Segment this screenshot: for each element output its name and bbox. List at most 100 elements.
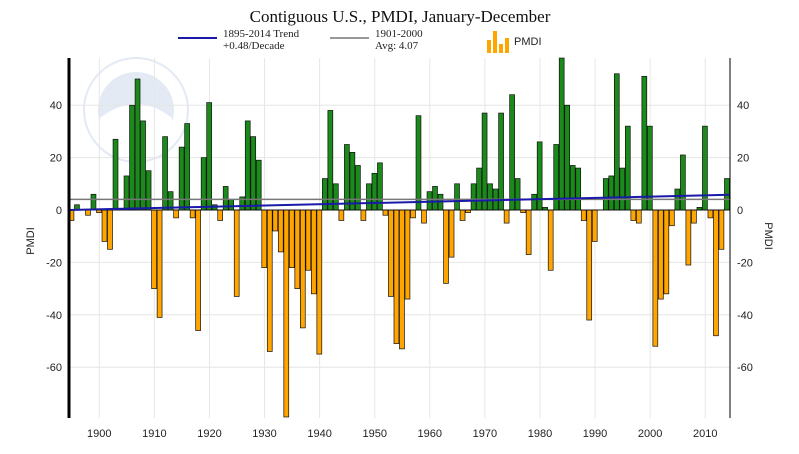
bar-1927 — [244, 120, 251, 211]
x-tick-label: 2000 — [638, 428, 662, 440]
bar-1989 — [586, 209, 593, 321]
bar-1998 — [636, 209, 642, 224]
y-tick-label-right: -60 — [737, 362, 753, 374]
bar-1945 — [344, 144, 350, 211]
bar-1995 — [619, 167, 626, 211]
bar-1934 — [283, 209, 290, 418]
bar-1982 — [547, 209, 554, 271]
bar-1905 — [123, 175, 130, 211]
bar-1974 — [503, 209, 510, 224]
bar-1932 — [272, 209, 279, 232]
bar-2001 — [652, 209, 659, 347]
bar-1908 — [140, 120, 146, 211]
y-tick-label-left: 40 — [50, 100, 62, 112]
bar-1964 — [448, 209, 455, 258]
bar-1975 — [509, 94, 515, 211]
x-tick-label: 1960 — [418, 428, 442, 440]
bar-1922 — [217, 209, 223, 221]
axes — [67, 58, 731, 418]
bar-1937 — [300, 209, 306, 329]
x-axis-ticks: 1900 1910 1920 1930 1940 1950 1960 1970 1980 1990… — [87, 428, 717, 440]
legend-bar-icon — [487, 31, 509, 53]
x-tick-label: 1910 — [142, 428, 166, 440]
bar-1933 — [277, 209, 284, 253]
bar-2006 — [680, 154, 686, 211]
y-tick-label-left: -40 — [46, 310, 62, 322]
bar-1971 — [487, 183, 493, 211]
bar-1990 — [591, 209, 598, 242]
x-tick-label: 1930 — [252, 428, 276, 440]
bar-1925 — [233, 209, 240, 297]
x-tick-label: 2010 — [693, 428, 717, 440]
bar-1979 — [531, 193, 537, 211]
bar-2002 — [658, 209, 664, 300]
bar-1988 — [580, 209, 587, 221]
bar-2010 — [702, 125, 708, 211]
bar-2013 — [718, 209, 725, 250]
x-tick-label: 1950 — [362, 428, 386, 440]
bar-1942 — [327, 110, 334, 211]
bar-1944 — [338, 209, 345, 221]
bar-1915 — [178, 146, 185, 211]
chart-title: Contiguous U.S., PMDI, January-December — [250, 7, 551, 26]
bar-1963 — [443, 209, 449, 284]
bar-1936 — [294, 209, 301, 289]
y-axis-right-ticks: -60 -40 -20 0 20 40 — [737, 100, 753, 374]
bar-1898 — [85, 209, 91, 216]
bar-1938 — [305, 209, 312, 271]
bar-1958 — [415, 115, 422, 211]
bar-2011 — [707, 209, 714, 219]
bar-1968 — [470, 183, 477, 211]
bar-1984 — [558, 57, 565, 211]
bar-1987 — [575, 167, 582, 211]
bar-1919 — [200, 157, 207, 211]
bar-1966 — [459, 209, 466, 221]
bar-1952 — [382, 209, 389, 216]
y-tick-label-left: 0 — [56, 205, 62, 217]
bar-2008 — [691, 209, 697, 224]
bar-1976 — [514, 178, 521, 211]
bar-1939 — [311, 209, 317, 295]
bar-1954 — [393, 209, 400, 344]
trend-line — [68, 193, 731, 211]
y-tick-label-right: -20 — [737, 257, 753, 269]
bar-1946 — [349, 152, 356, 211]
bar-1993 — [608, 175, 615, 211]
x-tick-label: 1940 — [307, 428, 331, 440]
y-tick-label-left: -60 — [46, 362, 62, 374]
bar-2007 — [685, 209, 692, 266]
y-axis-left-ticks: -60 -40 -20 0 20 40 — [46, 100, 62, 374]
bar-1994 — [613, 73, 620, 211]
y-tick-label-right: 0 — [737, 205, 743, 217]
bar-1899 — [90, 193, 97, 211]
bar-1949 — [366, 183, 372, 211]
x-tick-label: 1970 — [473, 428, 497, 440]
bar-1930 — [261, 209, 268, 268]
bar-1992 — [602, 178, 609, 211]
bar-1910 — [151, 209, 157, 289]
bar-1965 — [454, 183, 460, 211]
bar-1950 — [371, 172, 378, 211]
bar-1929 — [255, 159, 262, 211]
bar-1948 — [360, 209, 367, 221]
x-tick-label: 1980 — [528, 428, 552, 440]
y-tick-label-left: 20 — [50, 153, 62, 165]
bar-2012 — [713, 209, 719, 337]
reference-lines — [68, 193, 731, 211]
bar-1955 — [399, 209, 405, 350]
legend: 1895-2014 Trend +0.48/Decade 1901-2000 A… — [178, 28, 542, 53]
x-tick-label: 1990 — [583, 428, 607, 440]
bar-1916 — [184, 123, 190, 211]
y-tick-label-right: 20 — [737, 153, 749, 165]
bar-1953 — [388, 209, 394, 297]
bar-1983 — [553, 144, 559, 211]
bar-1957 — [410, 209, 416, 219]
bar-1902 — [107, 209, 113, 250]
legend-bar-label: PMDI — [514, 36, 542, 48]
bar-1931 — [266, 209, 273, 352]
legend-avg-value: Avg: 4.07 — [375, 40, 419, 52]
bar-1909 — [145, 170, 152, 211]
bar-2003 — [663, 209, 670, 295]
bar-1997 — [630, 209, 637, 221]
